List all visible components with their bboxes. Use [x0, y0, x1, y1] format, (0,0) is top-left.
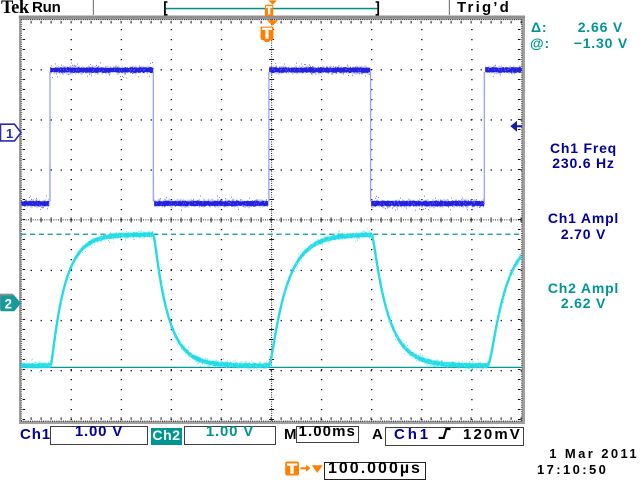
svg-text:1: 1 — [6, 126, 13, 141]
svg-text:2: 2 — [5, 297, 13, 312]
